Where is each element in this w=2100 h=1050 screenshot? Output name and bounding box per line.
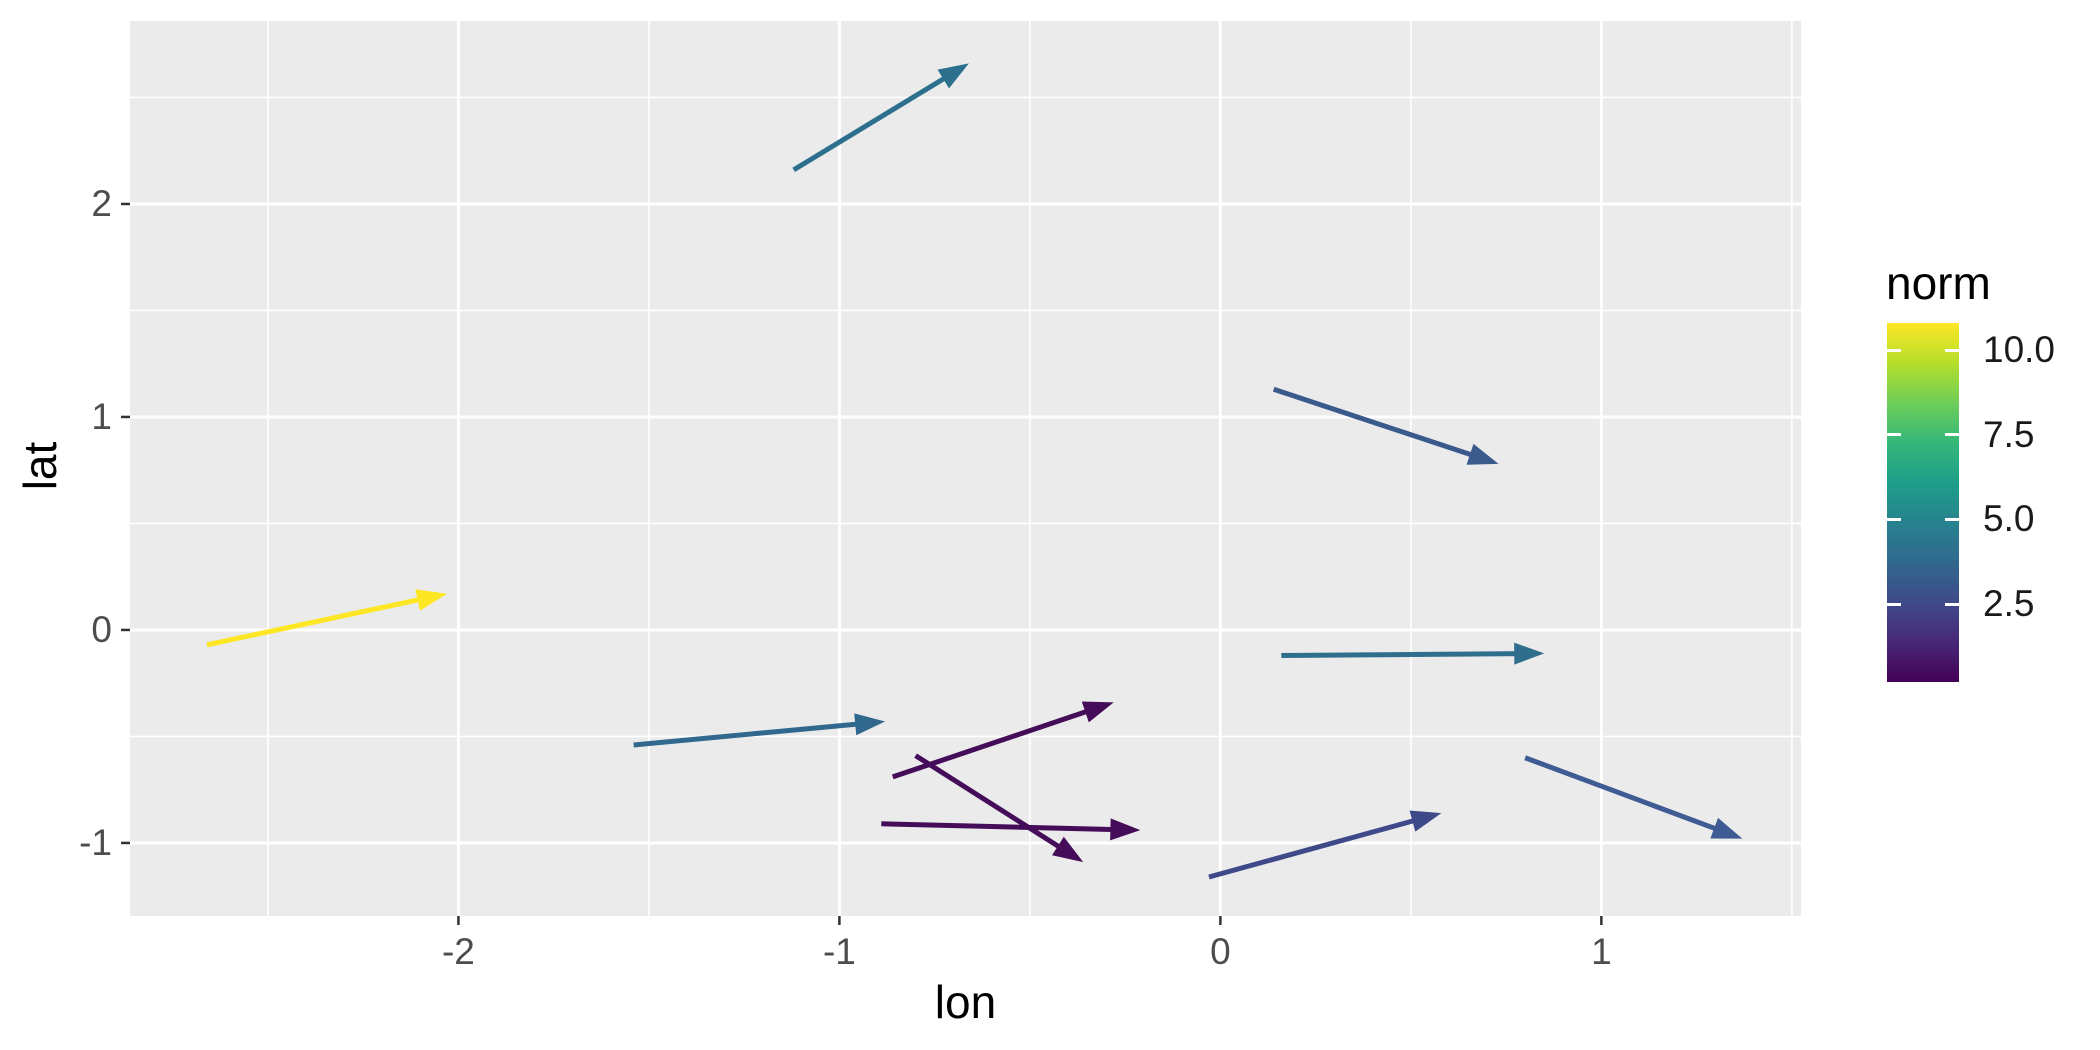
vector-arrow-shaft [1272,386,1477,459]
vector-arrow-head [1466,443,1499,465]
x-tick-label: 1 [1591,931,1612,972]
legend-bar-tick [1945,348,1959,352]
legend-bar-tick [1887,602,1901,606]
legend-tick-label: 7.5 [1983,413,2035,455]
legend-bar-tick [1945,433,1959,437]
vector-arrow-head [1409,810,1442,832]
legend-tick-label: 10.0 [1983,329,2056,371]
vector-arrow-head [1110,818,1141,841]
vector-arrow-head [415,589,447,611]
vector-arrow-head [1081,701,1114,723]
vector-arrow-head [854,713,886,736]
y-tick-label: 2 [91,182,112,224]
vector-arrow-head [1052,836,1084,863]
vector-arrow-shaft [633,721,862,748]
vector-arrow-shaft [1524,755,1721,833]
vector-arrow-shaft [206,596,425,648]
legend-bar-tick [1945,517,1959,521]
x-tick-label: -2 [441,931,475,972]
panel-background [130,21,1801,916]
y-axis-title: lat [14,441,66,491]
legend-bar-tick [1887,517,1901,521]
vector-arrow-shaft [891,707,1092,780]
legend-tick-label: 5.0 [1983,498,2035,540]
x-axis-title: lon [934,976,997,1028]
legend-colorbar [1887,323,1959,682]
y-tick-label: 0 [91,608,112,650]
legend-tick-label: 2.5 [1983,583,2035,625]
x-tick-label: -1 [822,931,856,972]
vector-arrow-shaft [881,821,1117,833]
y-tick-label: 1 [91,395,112,437]
vector-arrow-shaft [914,753,1065,852]
vector-arrow-shaft [1281,651,1521,659]
vector-arrow-shaft [1208,817,1419,880]
legend-bar-tick [1887,433,1901,437]
vector-arrow-head [1710,817,1743,839]
legend-bar-tick [1887,348,1901,352]
y-tick-label: -1 [79,821,112,863]
legend-bar-tick [1945,602,1959,606]
vector-arrow-head [1514,642,1545,665]
legend-title: norm [1886,257,1991,309]
vector-arrow-head [937,63,969,89]
x-tick-label: 0 [1210,931,1231,972]
vector-arrow-shaft [792,73,950,173]
